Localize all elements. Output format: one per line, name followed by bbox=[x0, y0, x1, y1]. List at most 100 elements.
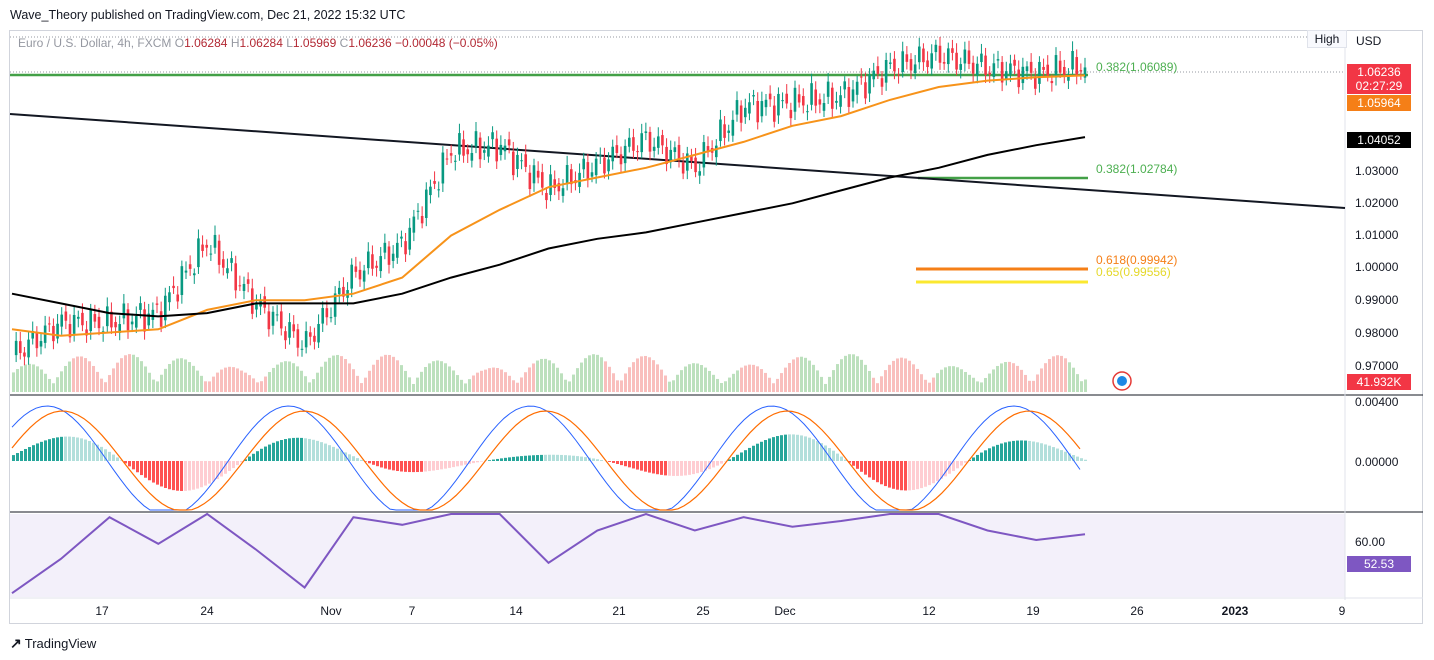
macd-histogram-bar bbox=[348, 454, 351, 461]
currency-label: USD bbox=[1356, 34, 1382, 48]
volume-bar bbox=[444, 363, 447, 392]
candle-body bbox=[901, 51, 905, 72]
volume-bar bbox=[700, 365, 703, 392]
volume-bar bbox=[1052, 356, 1055, 392]
volume-bar bbox=[412, 383, 415, 392]
candle-body bbox=[234, 263, 238, 291]
macd-histogram-bar bbox=[76, 437, 79, 461]
macd-histogram-bar bbox=[948, 461, 951, 474]
candle-body bbox=[491, 132, 494, 140]
candle-body bbox=[404, 241, 407, 255]
volume-bar bbox=[788, 362, 791, 392]
candle-body bbox=[516, 154, 519, 170]
macd-histogram-bar bbox=[196, 461, 199, 489]
volume-bar bbox=[68, 361, 71, 392]
volume-bar bbox=[340, 356, 343, 392]
volume-bar bbox=[816, 370, 819, 392]
macd-histogram-bar bbox=[1008, 441, 1011, 461]
candle-body bbox=[930, 53, 934, 69]
candle-body bbox=[673, 147, 677, 153]
candle-body bbox=[56, 323, 59, 339]
macd-histogram-bar bbox=[192, 461, 195, 490]
volume-bar bbox=[772, 383, 775, 392]
events-flag-icon-inner bbox=[1117, 376, 1127, 386]
volume-bar bbox=[784, 367, 787, 392]
candle-body bbox=[909, 59, 913, 71]
volume-bar bbox=[980, 382, 983, 392]
macd-histogram-bar bbox=[20, 450, 23, 461]
price-tick: 1.01000 bbox=[1355, 228, 1399, 242]
candle-body bbox=[462, 139, 465, 156]
volume-bar bbox=[1032, 380, 1035, 392]
volume-bar bbox=[836, 364, 839, 392]
candle-body bbox=[267, 311, 271, 330]
candle-body bbox=[876, 66, 880, 74]
candle-body bbox=[383, 242, 387, 253]
macd-histogram-bar bbox=[572, 455, 575, 461]
volume-bar bbox=[604, 361, 607, 392]
macd-histogram-bar bbox=[256, 451, 259, 461]
macd-histogram-bar bbox=[836, 453, 839, 461]
candle-body bbox=[139, 303, 142, 310]
volume-bar bbox=[404, 370, 407, 392]
volume-bar bbox=[996, 365, 999, 392]
macd-histogram-bar bbox=[1012, 440, 1015, 461]
candle-body bbox=[168, 292, 171, 303]
candle-body bbox=[636, 151, 639, 153]
candle-body bbox=[938, 45, 942, 63]
macd-histogram-bar bbox=[128, 461, 131, 467]
macd-histogram-bar bbox=[732, 457, 735, 461]
volume-bar bbox=[720, 383, 723, 392]
volume-bar bbox=[348, 363, 351, 392]
macd-histogram-bar bbox=[552, 454, 555, 461]
volume-bar bbox=[520, 377, 523, 392]
candle-body bbox=[188, 264, 192, 269]
volume-bar bbox=[24, 364, 27, 392]
macd-histogram-bar bbox=[64, 436, 67, 461]
macd-histogram-bar bbox=[408, 461, 411, 473]
macd-histogram-bar bbox=[992, 446, 995, 461]
volume-bar bbox=[552, 363, 555, 392]
candle-body bbox=[830, 87, 834, 109]
candle-body bbox=[85, 329, 88, 336]
macd-histogram-bar bbox=[1068, 453, 1071, 461]
high-toggle-button[interactable]: High bbox=[1307, 30, 1347, 48]
macd-histogram-bar bbox=[760, 441, 763, 461]
macd-histogram-bar bbox=[308, 438, 311, 461]
candle-body bbox=[47, 323, 51, 325]
volume-bar bbox=[728, 377, 731, 392]
volume-bar bbox=[544, 358, 547, 392]
macd-histogram-bar bbox=[280, 440, 283, 461]
candle-body bbox=[549, 174, 552, 195]
macd-histogram-bar bbox=[372, 461, 375, 465]
volume-bar bbox=[572, 374, 575, 392]
candle-body bbox=[329, 317, 333, 319]
time-tick: 9 bbox=[1338, 604, 1346, 618]
macd-histogram-bar bbox=[808, 437, 811, 461]
macd-histogram-bar bbox=[568, 455, 571, 461]
macd-histogram-bar bbox=[332, 446, 335, 461]
macd-histogram-bar bbox=[272, 442, 275, 461]
candle-body bbox=[1004, 71, 1008, 80]
volume-bar bbox=[904, 358, 907, 392]
volume-bar bbox=[864, 364, 867, 392]
volume-bar bbox=[1056, 355, 1059, 392]
candle-body bbox=[342, 286, 345, 297]
volume-bar bbox=[332, 355, 335, 392]
time-tick: 17 bbox=[95, 604, 109, 618]
candle-body bbox=[822, 103, 826, 111]
volume-bar bbox=[684, 366, 687, 392]
volume-bar bbox=[736, 370, 739, 392]
candle-body bbox=[130, 321, 134, 325]
macd-histogram-bar bbox=[936, 461, 939, 482]
candle-body bbox=[192, 273, 196, 276]
macd-histogram-bar bbox=[392, 461, 395, 471]
macd-histogram-bar bbox=[800, 435, 803, 461]
price-tick: 0.97000 bbox=[1355, 359, 1399, 373]
macd-histogram-bar bbox=[156, 461, 159, 485]
candle-body bbox=[387, 246, 391, 265]
macd-histogram-bar bbox=[432, 461, 435, 471]
volume-bar bbox=[688, 364, 691, 392]
macd-histogram-bar bbox=[252, 453, 255, 461]
